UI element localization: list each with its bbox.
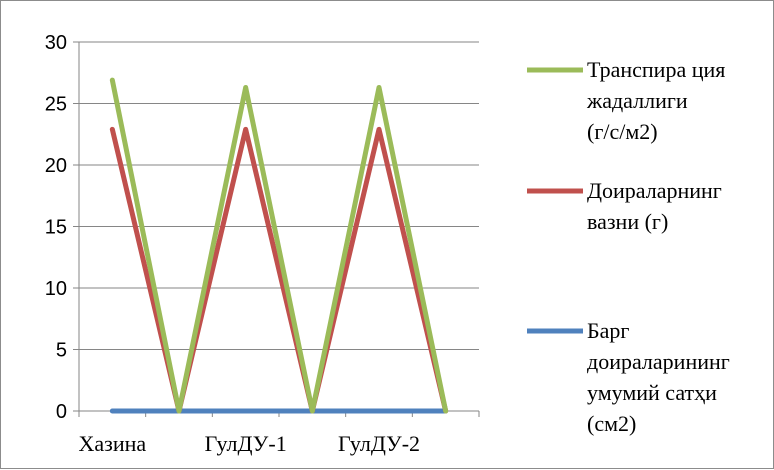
series-line <box>109 77 449 414</box>
legend-label: Транспира ция <box>587 57 725 82</box>
legend-label: (см2) <box>587 411 636 436</box>
series-lines <box>109 77 449 414</box>
legend-label: умумий сатҳи <box>587 380 717 405</box>
y-tick-label: 30 <box>45 32 67 54</box>
y-tick-label: 20 <box>45 155 67 177</box>
x-tick-label: ГулДУ-2 <box>338 431 420 456</box>
legend: Транспира ция жадаллиги (г/с/м2) Доираларни… <box>527 57 730 436</box>
y-tick-label: 0 <box>56 401 67 423</box>
x-tick-label: Хазина <box>79 431 147 456</box>
legend-label: доираларининг <box>587 349 730 374</box>
axes: 0 5 10 15 20 25 30 Хазина ГулДУ-1 ГулДУ-2 <box>45 32 480 456</box>
y-tick-label: 25 <box>45 94 67 116</box>
legend-label: вазни (г) <box>587 209 668 234</box>
legend-label: жадаллиги <box>586 88 688 113</box>
y-tick-label: 5 <box>56 340 67 362</box>
x-tick-label: ГулДУ-1 <box>205 431 287 456</box>
legend-label: Барг <box>587 318 629 343</box>
gridlines <box>79 41 479 350</box>
y-tick-label: 15 <box>45 217 67 239</box>
legend-label: Доираларнинг <box>587 178 722 203</box>
legend-label: (г/с/м2) <box>587 119 658 144</box>
y-tick-label: 10 <box>45 278 67 300</box>
